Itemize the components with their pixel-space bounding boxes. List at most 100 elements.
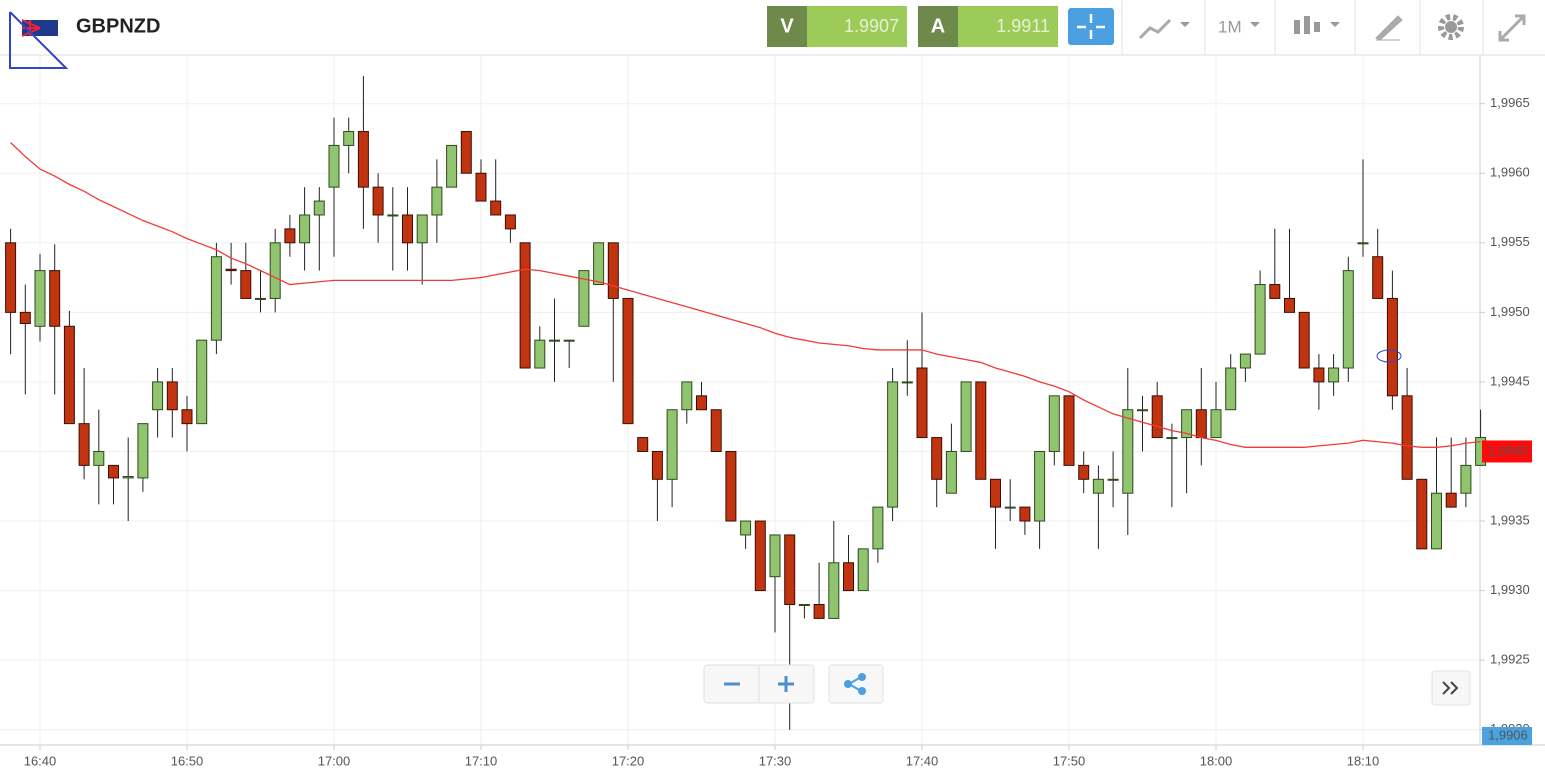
candle-body <box>269 242 281 299</box>
candle-body <box>1431 492 1442 550</box>
candle-body <box>299 214 311 244</box>
candle-body <box>916 367 928 439</box>
y-tick-label: 1,9935 <box>1490 512 1530 527</box>
candle-body <box>1181 409 1193 439</box>
candle-body <box>357 131 369 188</box>
candle-body <box>828 562 840 619</box>
y-tick-label: 1,9945 <box>1490 373 1530 388</box>
candle-body <box>931 437 943 480</box>
candle-body <box>240 270 252 299</box>
candle-body <box>1313 367 1325 383</box>
x-tick-label: 17:40 <box>906 753 939 768</box>
candle-body <box>1386 297 1398 397</box>
candle-body <box>152 381 164 411</box>
sell-price-box[interactable] <box>807 6 907 47</box>
candle-body <box>1078 464 1090 480</box>
sell-button[interactable] <box>767 6 807 47</box>
candle-body <box>1328 367 1340 383</box>
symbol: GBPNZD <box>76 15 160 37</box>
scroll-end-button[interactable] <box>1431 670 1471 706</box>
dropdown <box>1330 22 1340 27</box>
candle-body <box>372 186 384 216</box>
candle-body <box>255 297 266 300</box>
candle-body <box>1137 409 1148 412</box>
candle-body <box>1445 492 1457 508</box>
buy-label: A <box>931 15 945 37</box>
candle-body <box>416 214 428 244</box>
y-tick-label: 1,9965 <box>1490 95 1530 110</box>
interval[interactable]: 1M <box>1218 17 1242 36</box>
candle-body <box>637 437 649 452</box>
candle-body <box>1063 395 1075 466</box>
toolbar-separators <box>1121 0 1484 55</box>
candle-body <box>872 506 884 550</box>
candle-body <box>225 268 237 272</box>
candle-body <box>181 409 193 425</box>
candle-body <box>651 450 663 480</box>
candle-body <box>210 256 222 341</box>
y-tick-label: 1,9960 <box>1490 165 1530 180</box>
candle-body <box>460 131 472 174</box>
crosshair-icon <box>1077 14 1105 39</box>
candle-body <box>857 548 869 592</box>
y-tick-label: 1,9950 <box>1490 304 1530 319</box>
buy-button[interactable] <box>918 6 958 47</box>
last-price-tag <box>1482 440 1532 463</box>
candle-icon[interactable] <box>1294 16 1320 34</box>
buy-price-box[interactable] <box>958 6 1058 47</box>
candle-body <box>402 214 413 244</box>
x-tick-label: 17:30 <box>759 753 792 768</box>
fullscreen-icon[interactable] <box>1498 14 1526 42</box>
share-dots <box>844 673 866 695</box>
candle-body <box>1195 409 1207 439</box>
settings-icon[interactable] <box>1438 14 1464 40</box>
bid-tag <box>1482 727 1532 745</box>
y-tick-label: 1,9925 <box>1490 652 1530 667</box>
settings-icon-core <box>1445 21 1457 33</box>
candle-body <box>813 603 825 619</box>
moving-average <box>10 142 1481 448</box>
candle-body <box>34 270 46 327</box>
draw-icon[interactable] <box>1375 15 1403 41</box>
candle-body <box>975 381 987 480</box>
share-button[interactable] <box>828 664 884 704</box>
x-tick-label: 17:00 <box>318 753 351 768</box>
crosshair-button[interactable] <box>1068 8 1114 45</box>
dropdown <box>1250 22 1260 27</box>
candle-body <box>1298 311 1310 369</box>
candle-body <box>166 381 178 411</box>
sell-label: V <box>780 15 794 37</box>
candle-body <box>343 131 355 146</box>
candle-body <box>769 534 781 578</box>
candle-body <box>990 478 1001 508</box>
candle-body <box>1269 284 1281 299</box>
candle-body <box>1225 367 1237 411</box>
candle-body <box>431 186 443 216</box>
scroll-end-icon <box>1442 681 1459 695</box>
candle-body <box>843 562 854 592</box>
y-tick-label: 1,9930 <box>1490 582 1530 597</box>
candle-body <box>578 270 590 327</box>
candle-body <box>519 242 531 369</box>
chart-type-icon[interactable] <box>1138 18 1172 40</box>
zoom-in[interactable] <box>778 676 794 692</box>
candle-body <box>549 339 560 342</box>
candle-body <box>1460 464 1472 494</box>
candle-body <box>108 464 119 479</box>
candle-body <box>1357 242 1369 245</box>
y-tick-label: 1,9955 <box>1490 234 1530 249</box>
candle-body <box>534 339 546 369</box>
candle-body <box>784 534 796 605</box>
candle-body <box>1034 450 1046 522</box>
x-tick-label: 17:50 <box>1053 753 1086 768</box>
candle-body <box>475 172 487 202</box>
candle-body <box>446 144 458 188</box>
candle-body <box>196 339 208 425</box>
candle-body <box>622 297 634 425</box>
candle-body <box>490 200 502 216</box>
candle-body <box>1019 506 1031 522</box>
x-tick-label: 17:20 <box>612 753 645 768</box>
candle-body <box>1342 270 1354 369</box>
bid-tag-label: 1,9906 <box>1488 727 1528 742</box>
